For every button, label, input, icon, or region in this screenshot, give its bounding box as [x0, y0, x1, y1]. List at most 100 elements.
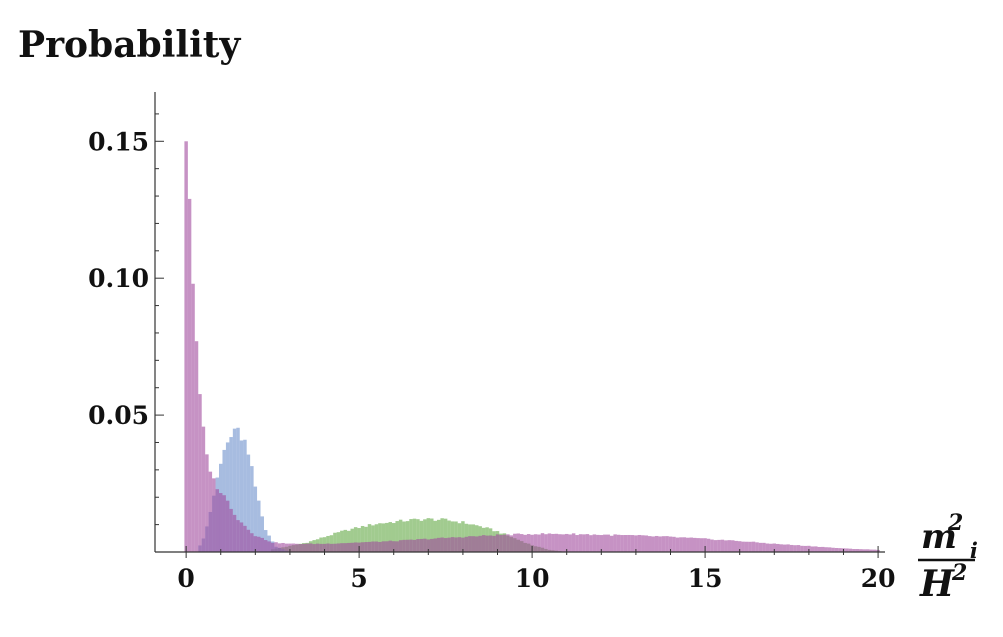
histogram-bar — [734, 540, 738, 552]
histogram-bar — [810, 546, 815, 552]
histogram-bar — [239, 522, 244, 552]
histogram-bar — [305, 543, 309, 552]
histogram-bar — [263, 540, 268, 552]
x-tick-label: 20 — [861, 564, 896, 593]
histogram-bar — [229, 508, 233, 552]
histogram-bar — [793, 545, 797, 552]
histogram-bar — [423, 519, 427, 552]
histogram-bar — [654, 535, 659, 552]
histogram-bar — [419, 538, 424, 552]
histogram-bar — [627, 534, 631, 552]
histogram-bar — [409, 539, 413, 552]
histogram-bar — [862, 549, 866, 552]
histogram-bar — [609, 535, 614, 552]
histogram-bar — [329, 535, 334, 552]
histogram-bar — [302, 543, 306, 552]
histogram-bar — [329, 543, 334, 552]
histogram-bar — [824, 547, 828, 552]
histogram-bar — [796, 545, 801, 552]
histogram-bar — [689, 537, 693, 552]
histogram-bar — [391, 523, 396, 552]
histogram-bar — [737, 541, 742, 552]
histogram-bar — [336, 532, 341, 552]
histogram-bar — [492, 535, 496, 552]
histogram-bar — [592, 534, 597, 552]
histogram-bar — [436, 519, 441, 552]
histogram-bar — [232, 428, 237, 552]
histogram-bar — [298, 544, 303, 552]
histogram-bar — [236, 427, 240, 552]
histogram-bar — [374, 524, 379, 552]
histogram-bar — [288, 543, 292, 552]
histogram-bar — [478, 535, 482, 552]
histogram-bar — [838, 548, 842, 552]
histogram-bar — [322, 543, 327, 552]
histogram-bar — [229, 437, 233, 552]
histogram-bar — [357, 528, 361, 552]
histogram-bar — [381, 541, 386, 552]
histogram-bar — [260, 537, 264, 552]
histogram-bar — [523, 534, 527, 552]
histogram-bar — [696, 538, 700, 552]
histogram-bar — [350, 528, 354, 552]
histogram-bar — [250, 533, 254, 552]
histogram-bar — [426, 518, 431, 552]
histogram-bar — [724, 540, 728, 552]
histogram-bar — [589, 535, 593, 552]
histogram-bar — [520, 534, 524, 552]
histogram-bar — [430, 518, 434, 552]
histogram-bar — [340, 530, 344, 552]
histogram-bar — [616, 534, 621, 552]
y-tick-label: 0.10 — [88, 264, 149, 293]
histogram-bar — [391, 541, 396, 552]
histogram-bar — [585, 534, 590, 552]
histogram-bar — [291, 543, 296, 552]
histogram-bar — [219, 493, 223, 552]
histogram-bar — [807, 545, 811, 552]
histogram-bar — [454, 537, 458, 552]
axes — [154, 92, 885, 553]
histogram-bar — [308, 543, 313, 552]
histogram-bar — [506, 534, 510, 552]
histogram-bar — [488, 535, 493, 552]
histogram-bar — [319, 543, 323, 552]
histogram-bar — [720, 539, 725, 552]
histogram-bar — [360, 525, 365, 552]
histogram-bar — [402, 521, 406, 552]
histogram-bar — [398, 519, 403, 552]
histogram-bar — [412, 518, 417, 552]
histogram-bar — [679, 537, 683, 552]
histogram-bar — [395, 521, 399, 552]
histogram-bar — [564, 533, 569, 552]
histogram-bar — [717, 539, 721, 552]
histogram-bar — [547, 533, 552, 552]
histogram-bar — [433, 520, 437, 552]
histogram-bar — [388, 540, 392, 552]
histogram-bar — [668, 536, 673, 552]
histogram-bar — [537, 534, 541, 552]
histogram-bar — [246, 529, 251, 552]
histogram-bar — [312, 544, 316, 552]
histogram-bar — [236, 520, 240, 552]
histogram-bar — [436, 537, 441, 552]
histogram-bar — [274, 542, 278, 552]
histogram-bar — [450, 521, 455, 552]
histogram-bar — [485, 535, 489, 552]
histogram-bar — [623, 535, 628, 552]
histogram-bar — [457, 537, 462, 552]
y-tick-label: 0.15 — [88, 127, 149, 156]
histogram-bar — [246, 454, 251, 552]
histogram-bar — [222, 495, 226, 552]
histogram-bar — [371, 525, 375, 552]
histogram-bar — [267, 541, 271, 552]
histogram-bars — [184, 141, 880, 553]
histogram-bar — [831, 547, 835, 552]
histogram-bar — [544, 534, 548, 552]
histogram-bar — [859, 549, 863, 552]
histogram-bar — [789, 544, 794, 552]
histogram-bar — [333, 532, 337, 552]
histogram-bar — [661, 536, 666, 552]
histogram-bar — [385, 541, 389, 552]
histogram-bar — [471, 536, 476, 552]
